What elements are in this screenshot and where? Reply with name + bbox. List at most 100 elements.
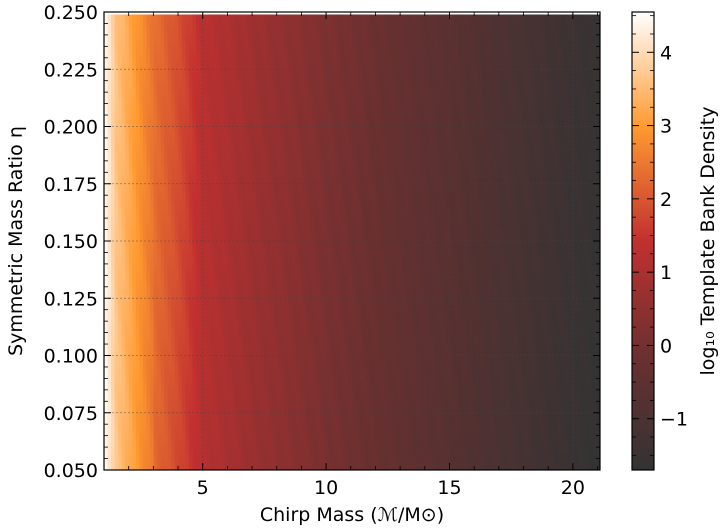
heatmap-cell — [146, 132, 151, 139]
heatmap-cell — [104, 137, 109, 143]
heatmap-cell — [274, 96, 279, 102]
heatmap-cell — [111, 55, 116, 61]
heatmap-cell — [263, 465, 268, 470]
heatmap-cell — [107, 365, 112, 371]
heatmap-cell — [203, 415, 208, 421]
heatmap-cell — [150, 415, 155, 421]
heatmap-cell — [220, 87, 226, 93]
heatmap-cell — [178, 205, 183, 211]
heatmap-cell — [157, 419, 162, 426]
heatmap-cell — [206, 183, 211, 189]
heatmap-cell — [245, 383, 250, 389]
heatmap-cell — [228, 192, 233, 198]
heatmap-cell — [146, 419, 151, 426]
heatmap-cell — [114, 28, 119, 34]
heatmap-cell — [181, 460, 187, 467]
heatmap-cell — [135, 219, 141, 225]
heatmap-cell — [231, 219, 236, 225]
heatmap-cell — [266, 50, 272, 57]
heatmap-cell — [203, 169, 208, 175]
heatmap-cell — [185, 201, 190, 207]
heatmap-cell — [150, 87, 155, 93]
heatmap-cell — [220, 324, 226, 330]
heatmap-cell — [242, 369, 247, 375]
heatmap-cell — [160, 374, 165, 380]
heatmap-cell — [220, 37, 226, 43]
heatmap-cell — [132, 356, 137, 362]
heatmap-cell — [181, 187, 187, 193]
heatmap-cell — [167, 319, 172, 325]
heatmap-cell — [125, 328, 130, 334]
heatmap-cell — [249, 374, 254, 380]
heatmap-cell — [274, 137, 279, 143]
heatmap-cell — [206, 178, 211, 184]
heatmap-cell — [164, 438, 169, 444]
heatmap-cell — [111, 315, 116, 321]
heatmap-cell — [259, 438, 265, 444]
heatmap-cell — [263, 201, 268, 207]
heatmap-cell — [150, 96, 155, 102]
heatmap-cell — [256, 23, 261, 29]
heatmap-cell — [160, 369, 165, 375]
heatmap-cell — [167, 269, 172, 275]
heatmap-cell — [245, 356, 250, 362]
heatmap-cell — [160, 155, 165, 161]
heatmap-cell — [228, 123, 233, 129]
heatmap-cell — [203, 333, 208, 339]
heatmap-cell — [153, 465, 158, 470]
heatmap-cell — [157, 224, 162, 230]
heatmap-cell — [231, 14, 236, 20]
heatmap-cell — [203, 55, 208, 61]
heatmap-cell — [171, 301, 176, 307]
heatmap-cell — [270, 324, 275, 330]
heatmap-cell — [245, 265, 250, 271]
heatmap-cell — [196, 424, 201, 430]
heatmap-cell — [150, 132, 155, 139]
heatmap-cell — [235, 210, 240, 216]
heatmap-cell — [245, 173, 250, 180]
heatmap-cell — [196, 55, 201, 61]
heatmap-cell — [252, 14, 257, 20]
heatmap-cell — [203, 82, 208, 88]
heatmap-cell — [104, 342, 109, 348]
heatmap-cell — [235, 114, 240, 120]
heatmap-cell — [231, 419, 236, 426]
heatmap-cell — [171, 82, 176, 88]
heatmap-cell — [252, 333, 257, 339]
heatmap-cell — [192, 82, 197, 88]
heatmap-cell — [150, 178, 155, 184]
heatmap-cell — [107, 378, 112, 385]
heatmap-cell — [107, 64, 112, 70]
heatmap-cell — [228, 114, 233, 120]
heatmap-cell — [146, 347, 151, 353]
heatmap-cell — [242, 37, 247, 43]
heatmap-cell — [220, 192, 226, 198]
heatmap-cell — [185, 410, 190, 416]
heatmap-cell — [224, 260, 229, 266]
heatmap-cell — [245, 401, 250, 407]
heatmap-cell — [199, 360, 204, 366]
heatmap-cell — [160, 205, 165, 211]
heatmap-cell — [192, 360, 197, 366]
heatmap-cell — [178, 60, 183, 66]
heatmap-cell — [192, 242, 197, 248]
heatmap-cell — [178, 365, 183, 371]
heatmap-cell — [277, 451, 282, 457]
heatmap-cell — [167, 219, 172, 225]
heatmap-cell — [125, 178, 130, 184]
heatmap-cell — [189, 146, 194, 152]
heatmap-cell — [153, 69, 158, 75]
heatmap-cell — [252, 55, 257, 61]
heatmap-cell — [174, 351, 179, 357]
heatmap-cell — [217, 260, 222, 266]
heatmap-cell — [164, 292, 169, 298]
heatmap-cell — [107, 324, 112, 330]
heatmap-cell — [224, 360, 229, 366]
heatmap-cell — [231, 132, 236, 139]
heatmap-cell — [199, 233, 204, 239]
heatmap-cell — [252, 114, 257, 120]
heatmap-cell — [203, 456, 208, 462]
heatmap-cell — [217, 178, 222, 184]
heatmap-cell — [164, 78, 169, 84]
heatmap-cell — [231, 32, 236, 38]
